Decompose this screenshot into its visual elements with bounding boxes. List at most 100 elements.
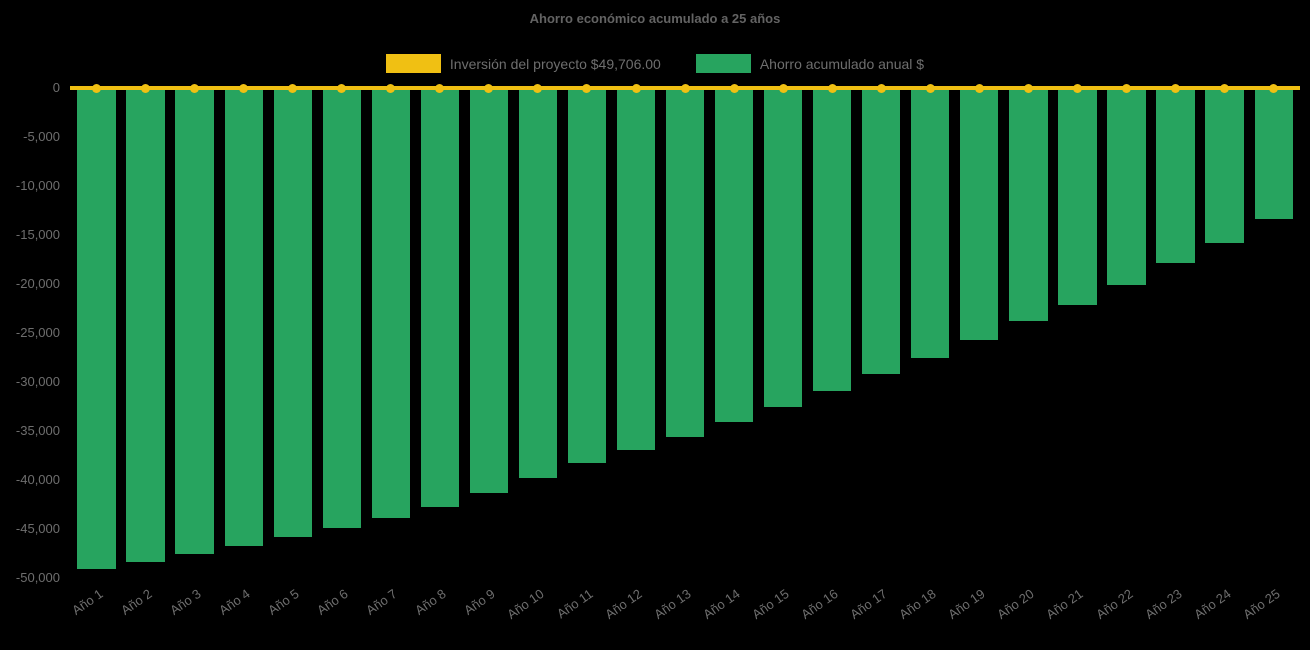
y-axis-tick-label: 0 [52,80,60,95]
legend-item: Inversión del proyecto $49,706.00 [385,54,661,73]
x-axis-label: Año 7 [362,586,400,618]
category-slot: Año 25 [1240,83,1298,622]
x-axis-label: Año 4 [215,586,253,618]
line-marker [92,83,102,93]
line-marker [1171,83,1181,93]
bar [1156,88,1195,264]
x-axis-label: Año 9 [461,586,498,618]
category-slot: Año 16 [798,83,857,622]
category-slot: Año 12 [602,83,661,622]
line-marker [680,83,690,93]
bar [1107,88,1146,285]
x-axis-label: Año 12 [602,586,645,622]
line-marker [974,83,984,93]
x-axis-label: Año 10 [504,586,547,622]
bar [175,88,214,554]
category-slot: Año 10 [504,83,562,622]
category-slot: Año 3 [167,83,219,618]
line-marker [288,83,298,93]
x-axis-label: Año 19 [945,586,988,622]
line-marker [386,83,396,93]
category-slot: Año 18 [897,83,955,622]
legend-item: Ahorro acumulado anual $ [695,54,925,73]
category-slot: Año 17 [848,83,906,622]
bar [273,88,312,538]
line-marker [631,83,641,93]
x-axis-label: Año 5 [264,586,302,618]
chart-title: Ahorro económico acumulado a 25 años [529,11,781,26]
category-slot: Año 23 [1142,83,1200,622]
x-axis-label: Año 1 [68,586,106,618]
bar [813,88,852,391]
category-slot: Año 2 [118,83,170,618]
category-slot: Año 14 [700,83,759,622]
category-slot: Año 21 [1044,83,1102,622]
category-slot: Año 7 [363,83,415,618]
category-slot: Año 4 [216,83,268,618]
bar [371,88,410,519]
bar [126,88,165,562]
bar [224,88,263,547]
category-slot: Año 6 [314,83,366,618]
bar [1058,88,1097,305]
x-axis-label: Año 11 [554,586,596,622]
y-axis-tick-label: -30,000 [15,374,60,389]
y-axis-tick-label: -40,000 [15,472,60,487]
legend-swatch [695,54,751,73]
line-marker [337,83,347,93]
x-axis-label: Año 16 [798,586,841,622]
y-axis-tick-label: -35,000 [15,423,60,438]
line-marker [239,83,249,93]
y-axis: 0 -5,000 -10,000 -15,000 -20,000 -25,000 -30,0… [0,80,60,585]
chart-legend: Inversión del proyecto $49,706.00 Ahorro … [0,54,1310,73]
plot-area: Año 1 Año 2 Año 3 Año 4 Año 5 Año 6 Año 7 Año 8… [69,83,1300,622]
x-axis-label: Año 2 [117,586,155,618]
category-slot: Año 8 [412,83,464,618]
line-marker [141,83,151,93]
x-axis-label: Año 20 [994,586,1038,622]
bar [469,88,509,493]
bar [518,88,558,479]
x-axis-label: Año 14 [700,586,743,622]
y-axis-tick-label: -25,000 [15,325,60,340]
line-marker [484,83,494,93]
bar [77,88,116,570]
y-axis-tick-label: -15,000 [15,227,60,242]
x-axis-label: Año 18 [896,586,939,622]
bar [764,88,803,407]
y-axis-tick-label: -50,000 [15,570,60,585]
legend-label: Ahorro acumulado anual $ [759,55,925,72]
bar [911,88,950,358]
category-slot: Año 9 [461,83,513,618]
x-axis-label: Año 23 [1141,586,1185,622]
line-marker [876,83,886,93]
y-axis-tick-label: -45,000 [15,521,60,536]
category-slot: Año 11 [554,83,611,621]
y-axis-tick-label: -20,000 [15,276,60,291]
line-marker [533,83,543,93]
category-slot: Año 1 [69,83,121,618]
bar [567,88,607,464]
category-slot: Año 5 [265,83,317,618]
line-marker [582,83,592,93]
line-marker [1269,83,1279,93]
line-marker [1023,83,1033,93]
bar [616,88,656,450]
line-marker [1122,83,1131,93]
x-axis-label: Año 21 [1043,586,1087,622]
line-marker [778,83,788,93]
x-axis-label: Año 15 [749,586,792,622]
line-marker [729,83,739,93]
category-slot: Año 19 [946,83,1004,622]
x-axis-label: Año 3 [166,586,204,618]
y-axis-tick-label: -5,000 [23,129,60,144]
bar [665,88,705,437]
category-slot: Año 13 [651,83,710,622]
bar [960,88,999,340]
bar [1254,88,1293,220]
line-marker [1072,83,1082,93]
legend-swatch [385,54,441,73]
x-axis-label: Año 8 [412,586,449,618]
category-slot: Año 22 [1093,83,1151,622]
